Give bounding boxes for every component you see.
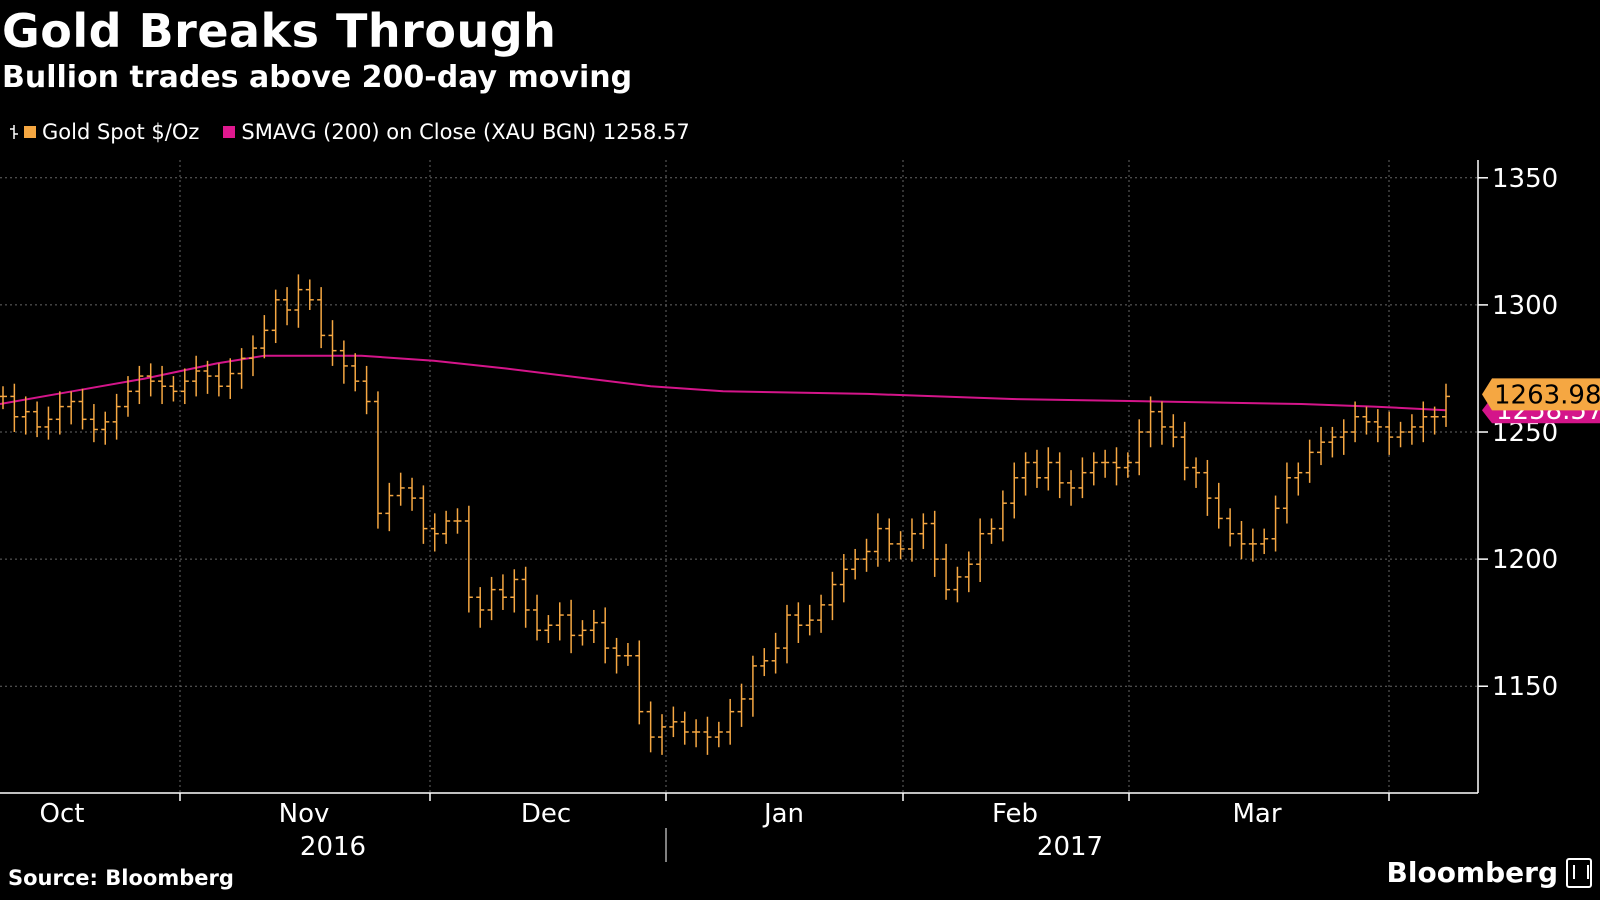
x-tick-label: Nov	[279, 799, 330, 829]
legend: Gold Spot $/Oz SMAVG (200) on Close (XAU…	[10, 120, 714, 144]
y-tick-label: 1300	[1492, 291, 1558, 321]
x-tick-label: Feb	[992, 799, 1038, 829]
sma-line	[0, 354, 1447, 412]
x-tick-label: Mar	[1232, 799, 1281, 829]
last-value-tag	[1482, 378, 1600, 411]
ohlc-icon	[10, 125, 18, 139]
y-tick-label: 1350	[1492, 164, 1558, 194]
legend-item-sma: SMAVG (200) on Close (XAU BGN) 1258.57	[223, 120, 690, 144]
legend-label-sma: SMAVG (200) on Close (XAU BGN) 1258.57	[241, 120, 690, 144]
bloomberg-terminal-icon	[1566, 857, 1592, 888]
year-label: 2017	[1037, 832, 1103, 862]
x-tick-label: Dec	[521, 799, 571, 829]
sma-swatch	[223, 126, 236, 138]
brand-name: Bloomberg	[1386, 856, 1558, 889]
chart-subtitle: Bullion trades above 200-day moving	[2, 60, 633, 95]
source-note: Source: Bloomberg	[8, 866, 234, 890]
gold-swatch	[24, 126, 36, 138]
y-tick-label: 1200	[1492, 545, 1558, 575]
brand-logo: Bloomberg	[1387, 856, 1592, 889]
y-tick-label: 1150	[1492, 672, 1558, 702]
year-label: 2016	[300, 832, 366, 862]
last-value-label: 1263.98	[1494, 380, 1600, 410]
legend-item-gold: Gold Spot $/Oz	[10, 120, 199, 144]
chart-title: Gold Breaks Through	[2, 4, 557, 58]
legend-label-gold: Gold Spot $/Oz	[42, 120, 200, 144]
x-tick-label: Oct	[40, 799, 85, 829]
x-tick-label: Jan	[762, 799, 804, 829]
